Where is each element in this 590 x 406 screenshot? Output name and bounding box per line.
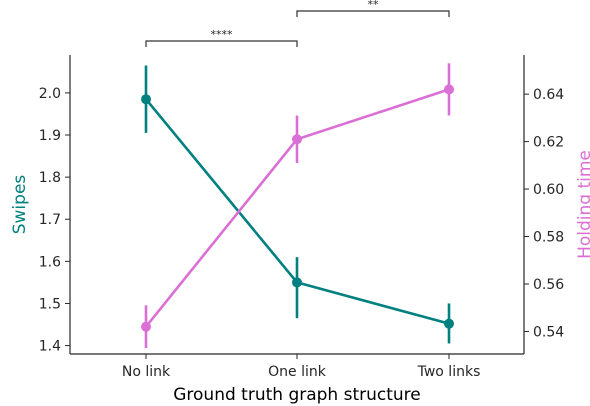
data-point (292, 277, 302, 288)
y-left-tick-label: 1.9 (39, 128, 61, 144)
y-left-tick-label: 1.7 (39, 212, 61, 228)
bracket-line (296, 10, 450, 17)
significance-bracket: ** (296, 0, 450, 17)
y-left-tick-label: 1.4 (39, 339, 61, 355)
data-point (141, 321, 151, 332)
data-point (444, 318, 454, 329)
data-point (444, 84, 454, 95)
series-holding-time (141, 63, 454, 349)
x-axis-label: Ground truth graph structure (173, 385, 421, 405)
y-axis-right-label: Holding time (575, 150, 590, 259)
y-axis-left-label: Swipes (10, 175, 30, 235)
y-left-tick-label: 2.0 (39, 86, 61, 102)
y-right-tick-label: 0.64 (533, 87, 564, 103)
y-left-tick-label: 1.5 (39, 296, 61, 312)
bracket-line (145, 40, 298, 47)
y-left-tick-label: 1.6 (39, 254, 61, 270)
significance-label: ** (368, 0, 380, 11)
x-tick-label: Two links (417, 364, 481, 380)
y-right-tick-label: 0.58 (533, 230, 564, 246)
y-right-tick-label: 0.54 (533, 324, 564, 340)
axes: 1.4 1.5 1.6 1.7 1.8 1.9 2.0 0.54 0.56 0.58 0.60 0.6… (39, 55, 564, 380)
series-swipes (141, 65, 454, 344)
x-tick-label: No link (122, 364, 171, 380)
data-point (292, 134, 302, 145)
y-left-tick-label: 1.8 (39, 170, 61, 186)
y-right-tick-label: 0.62 (533, 135, 564, 151)
x-tick-label: One link (268, 364, 327, 380)
significance-label: **** (211, 28, 234, 41)
significance-annotations: ****** (145, 0, 450, 47)
y-right-tick-label: 0.56 (533, 277, 564, 293)
data-point (141, 94, 151, 105)
y-right-tick-label: 0.60 (533, 182, 564, 198)
series-layer (141, 63, 454, 349)
significance-bracket: **** (145, 28, 298, 47)
